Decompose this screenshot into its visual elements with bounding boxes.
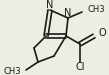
Text: CH3: CH3 xyxy=(3,68,21,75)
Text: CH3: CH3 xyxy=(87,5,105,14)
Text: Cl: Cl xyxy=(75,62,85,72)
Text: N: N xyxy=(46,0,54,10)
Text: O: O xyxy=(98,28,106,38)
Text: N: N xyxy=(64,8,72,18)
